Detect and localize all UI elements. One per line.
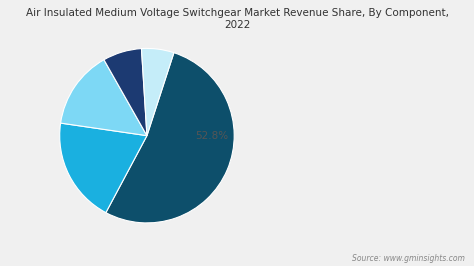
Wedge shape: [61, 60, 147, 136]
Wedge shape: [104, 49, 147, 136]
Wedge shape: [106, 53, 234, 223]
Text: Air Insulated Medium Voltage Switchgear Market Revenue Share, By Component,
2022: Air Insulated Medium Voltage Switchgear …: [26, 8, 448, 30]
Wedge shape: [60, 123, 147, 213]
Wedge shape: [141, 48, 174, 136]
Text: 52.8%: 52.8%: [195, 131, 228, 141]
Text: Source: www.gminsights.com: Source: www.gminsights.com: [352, 254, 465, 263]
